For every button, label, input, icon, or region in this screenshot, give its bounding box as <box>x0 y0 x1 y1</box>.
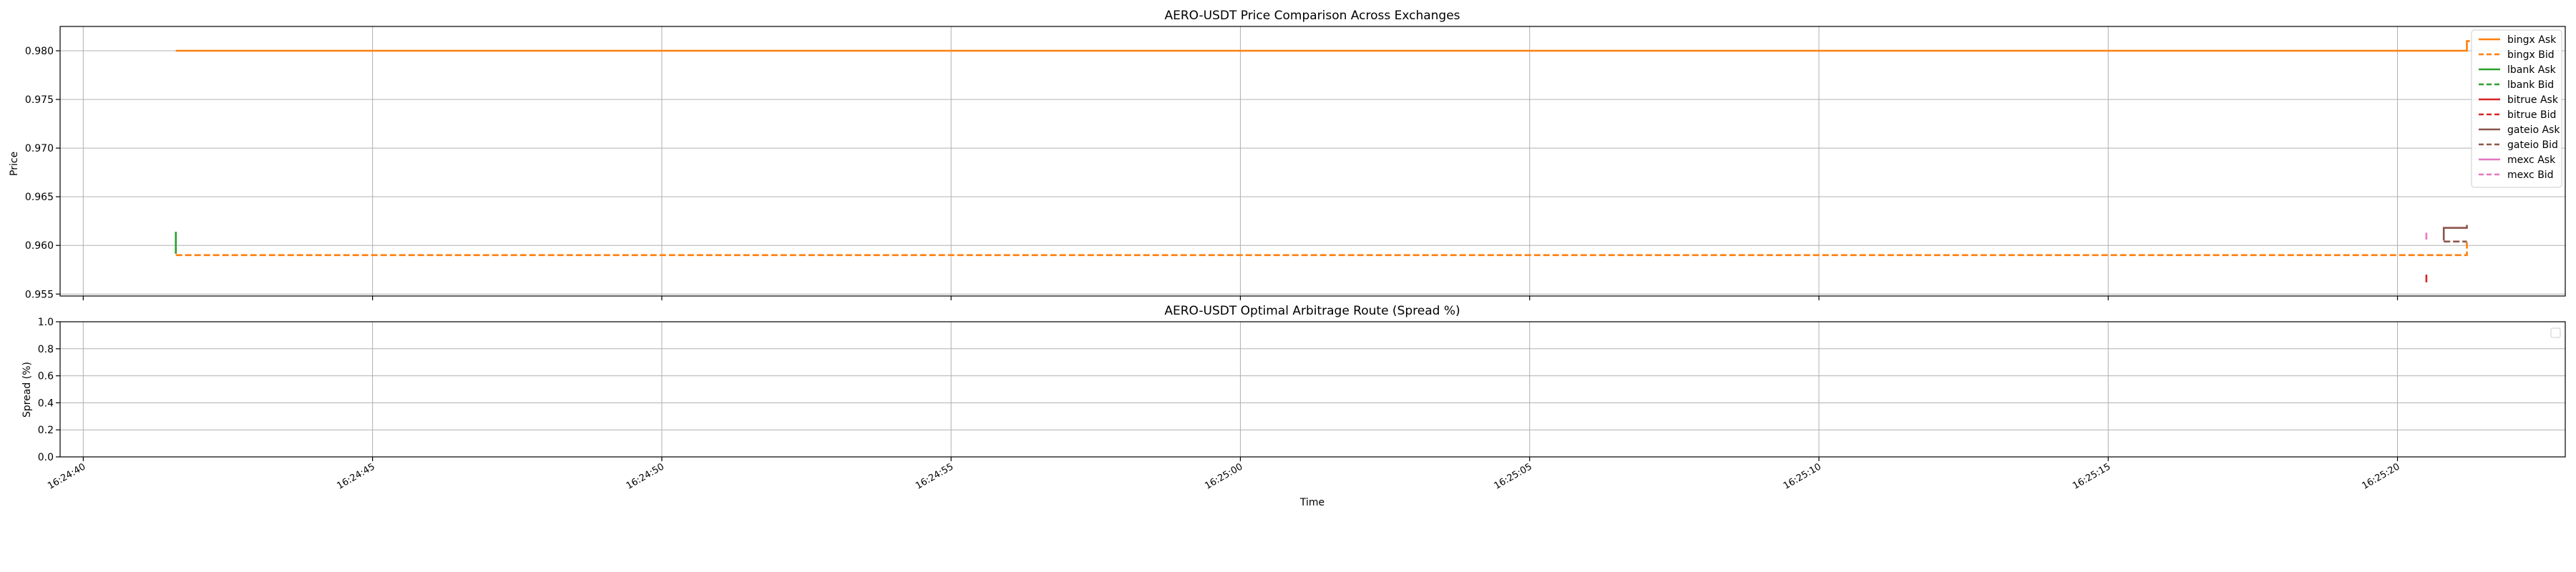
price-y-tick-label: 0.975 <box>25 94 54 106</box>
price-chart-title: AERO-USDT Price Comparison Across Exchan… <box>1164 9 1460 23</box>
legend-entry-label: lbank Bid <box>2507 79 2554 91</box>
price-y-tick-label: 0.970 <box>25 143 54 154</box>
spread-y-tick-label: 1.0 <box>38 317 54 328</box>
price-y-tick-label: 0.960 <box>25 240 54 252</box>
x-tick-label: 16:24:45 <box>336 461 377 491</box>
spread-y-tick-label: 0.0 <box>38 452 54 463</box>
spread-plot-frame <box>59 321 2566 458</box>
price-legend: bingx Ask bingx Bid lbank Ask lbank Bid bitr… <box>2471 29 2562 188</box>
price-y-tick-label: 0.955 <box>25 289 54 300</box>
spread-y-tick-label: 0.2 <box>38 425 54 436</box>
price-y-tick-label: 0.980 <box>25 46 54 57</box>
spread-gridlines <box>60 321 2565 458</box>
legend-entry-label: bitrue Bid <box>2507 109 2556 121</box>
spread-y-tick-label: 0.4 <box>38 398 54 409</box>
series-line-gateio-ask <box>2442 225 2468 241</box>
arbitrage-spread-chart: AERO-USDT Optimal Arbitrage Route (Sprea… <box>21 304 2566 508</box>
legend-entry-label: gateio Ask <box>2507 124 2560 136</box>
legend-entry-label: mexc Bid <box>2507 169 2554 181</box>
price-plot-frame <box>59 26 2566 297</box>
price-comparison-chart: AERO-USDT Price Comparison Across Exchan… <box>9 9 2566 300</box>
price-series-lines <box>175 40 2470 282</box>
legend-entry-label: lbank Ask <box>2507 64 2557 76</box>
spread-chart-title: AERO-USDT Optimal Arbitrage Route (Sprea… <box>1164 304 1460 318</box>
x-tick-label: 16:24:50 <box>625 461 666 491</box>
x-tick-label: 16:25:10 <box>1782 461 1823 491</box>
series-line-bingx-bid <box>175 240 2468 257</box>
spread-legend-box <box>2550 327 2561 338</box>
x-tick-label: 16:25:15 <box>2071 461 2112 491</box>
price-y-tick-label: 0.965 <box>25 192 54 203</box>
price-gridlines <box>60 26 2565 296</box>
legend-entry-label: bitrue Ask <box>2507 94 2559 106</box>
legend-entry-label: bingx Bid <box>2507 49 2555 61</box>
legend-entry-label: mexc Ask <box>2507 154 2556 166</box>
spread-y-tick-label: 0.8 <box>38 344 54 355</box>
x-tick-label: 16:24:40 <box>46 461 87 491</box>
spread-y-axis-label: Spread (%) <box>21 362 33 418</box>
series-line-bingx-ask <box>175 40 2470 52</box>
x-tick-label: 16:25:05 <box>1493 461 1534 491</box>
x-axis-label: Time <box>1299 497 1324 508</box>
legend-entry-label: gateio Bid <box>2507 139 2558 151</box>
x-tick-label: 16:24:55 <box>914 461 955 491</box>
x-tick-label: 16:25:00 <box>1203 461 1244 491</box>
legend-entry-label: bingx Ask <box>2507 34 2557 46</box>
spread-axis-ticks: 16:24:40 16:24:45 16:24:50 16:24:55 16:25:00… <box>38 317 2402 492</box>
price-y-axis-label: Price <box>9 152 20 176</box>
x-tick-label: 16:25:20 <box>2360 461 2401 491</box>
price-axis-ticks: 0.955 0.960 0.965 0.970 0.975 0.980 <box>25 46 2399 300</box>
spread-y-tick-label: 0.6 <box>38 371 54 383</box>
